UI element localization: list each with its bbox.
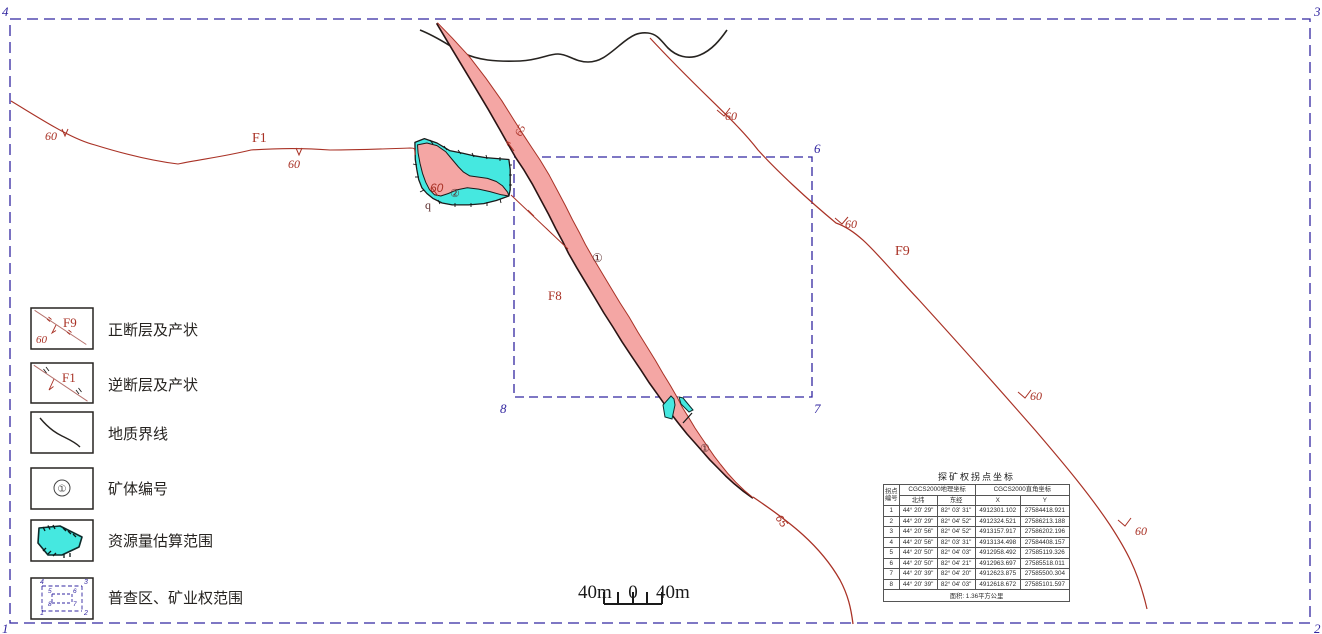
svg-text:F8: F8 bbox=[548, 288, 562, 303]
svg-text:40m: 40m bbox=[656, 582, 690, 603]
svg-text:60: 60 bbox=[725, 109, 737, 123]
svg-text:2: 2 bbox=[83, 610, 88, 617]
svg-text:3: 3 bbox=[84, 579, 88, 586]
svg-text:F9: F9 bbox=[895, 244, 910, 259]
svg-text:60: 60 bbox=[1135, 524, 1147, 538]
svg-text:1: 1 bbox=[40, 610, 44, 617]
svg-text:40m: 40m bbox=[578, 582, 612, 603]
svg-text:①: ① bbox=[700, 443, 710, 455]
svg-text:60: 60 bbox=[36, 334, 48, 346]
svg-text:5: 5 bbox=[48, 588, 52, 595]
svg-text:4: 4 bbox=[2, 4, 9, 19]
svg-text:2: 2 bbox=[1314, 621, 1321, 634]
svg-text:地质界线: 地质界线 bbox=[108, 426, 168, 443]
svg-text:正断层及产状: 正断层及产状 bbox=[108, 322, 198, 339]
svg-text:普查区、矿业权范围: 普查区、矿业权范围 bbox=[108, 590, 243, 607]
svg-text:逆断层及产状: 逆断层及产状 bbox=[108, 377, 198, 394]
svg-text:资源量估算范围: 资源量估算范围 bbox=[108, 532, 213, 550]
svg-text:8: 8 bbox=[48, 601, 52, 608]
svg-text:4: 4 bbox=[40, 579, 44, 586]
svg-text:7: 7 bbox=[814, 401, 821, 416]
svg-text:F9: F9 bbox=[63, 315, 77, 330]
svg-text:q: q bbox=[425, 198, 431, 212]
svg-text:7: 7 bbox=[73, 601, 77, 608]
svg-text:1: 1 bbox=[2, 621, 9, 634]
svg-text:60: 60 bbox=[1030, 389, 1042, 403]
svg-text:矿体编号: 矿体编号 bbox=[108, 481, 168, 498]
svg-text:①: ① bbox=[58, 484, 67, 495]
svg-text:60: 60 bbox=[288, 157, 300, 171]
svg-text:F1: F1 bbox=[62, 370, 76, 385]
svg-text:8: 8 bbox=[500, 401, 507, 416]
svg-text:①: ① bbox=[592, 251, 603, 265]
svg-text:60: 60 bbox=[45, 129, 57, 143]
svg-text:65: 65 bbox=[773, 513, 790, 531]
svg-text:6: 6 bbox=[814, 141, 821, 156]
svg-text:②: ② bbox=[450, 188, 460, 200]
svg-text:3: 3 bbox=[1313, 4, 1321, 19]
svg-text:0: 0 bbox=[628, 582, 638, 603]
svg-text:6: 6 bbox=[73, 588, 77, 595]
svg-text:F1: F1 bbox=[252, 131, 267, 146]
